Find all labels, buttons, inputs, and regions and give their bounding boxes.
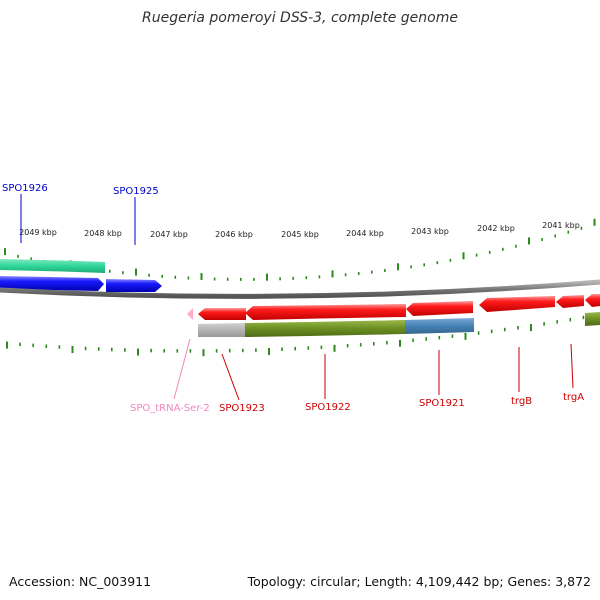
scale-label: 2048 kbp	[84, 229, 122, 238]
scale-label: 2047 kbp	[150, 230, 188, 239]
feature-teal-track[interactable]	[0, 259, 105, 273]
feature-olive-track[interactable]	[245, 320, 405, 337]
gene-label-SPO1922[interactable]: SPO1922	[305, 402, 351, 413]
feature-steelblue-track[interactable]	[405, 318, 474, 334]
scale-label: 2044 kbp	[346, 229, 384, 238]
label-leaders	[20, 194, 574, 401]
feature-olive-track-right[interactable]	[585, 312, 600, 326]
gene-SPO1922[interactable]	[245, 304, 406, 320]
scale-label: 2045 kbp	[281, 230, 319, 239]
genome-title: Ruegeria pomeroyi DSS-3, complete genome	[142, 10, 458, 26]
gene-label-SPO1921[interactable]: SPO1921	[419, 398, 465, 409]
scale-label: 2042 kbp	[477, 224, 515, 233]
gene-SPO_tRNA-Ser-2[interactable]	[187, 308, 193, 320]
gene-SPO1923[interactable]	[198, 308, 246, 320]
gene-SPO1926[interactable]	[0, 276, 104, 291]
scale-label: 2046 kbp	[215, 230, 253, 239]
gene-SPO1921[interactable]	[406, 301, 473, 316]
accession-text: Accession: NC_003911	[9, 574, 152, 589]
genome-backbone	[0, 279, 600, 299]
scale-labels: 2049 kbp 2048 kbp 2047 kbp 2046 kbp 2045…	[19, 221, 580, 239]
gene-partial-right[interactable]	[585, 294, 600, 307]
genome-summary-text: Topology: circular; Length: 4,109,442 bp…	[247, 574, 591, 589]
gene-label-SPO1923[interactable]: SPO1923	[219, 403, 265, 414]
scale-label: 2043 kbp	[411, 227, 449, 236]
gene-label-trgA[interactable]: trgA	[563, 392, 584, 403]
scale-label: 2049 kbp	[19, 228, 57, 237]
feature-gray-track[interactable]	[198, 323, 245, 337]
gene-SPO1925[interactable]	[106, 279, 162, 292]
gene-label-trgB[interactable]: trgB	[511, 396, 532, 407]
scale-label: 2041 kbp	[542, 221, 580, 230]
gene-label-SPO_tRNA-Ser-2[interactable]: SPO_tRNA-Ser-2	[130, 403, 210, 414]
gene-label-SPO1925[interactable]: SPO1925	[113, 186, 159, 197]
gene-trgA[interactable]	[556, 295, 584, 308]
gene-trgB[interactable]	[479, 296, 555, 312]
gene-label-SPO1926[interactable]: SPO1926	[2, 183, 48, 194]
